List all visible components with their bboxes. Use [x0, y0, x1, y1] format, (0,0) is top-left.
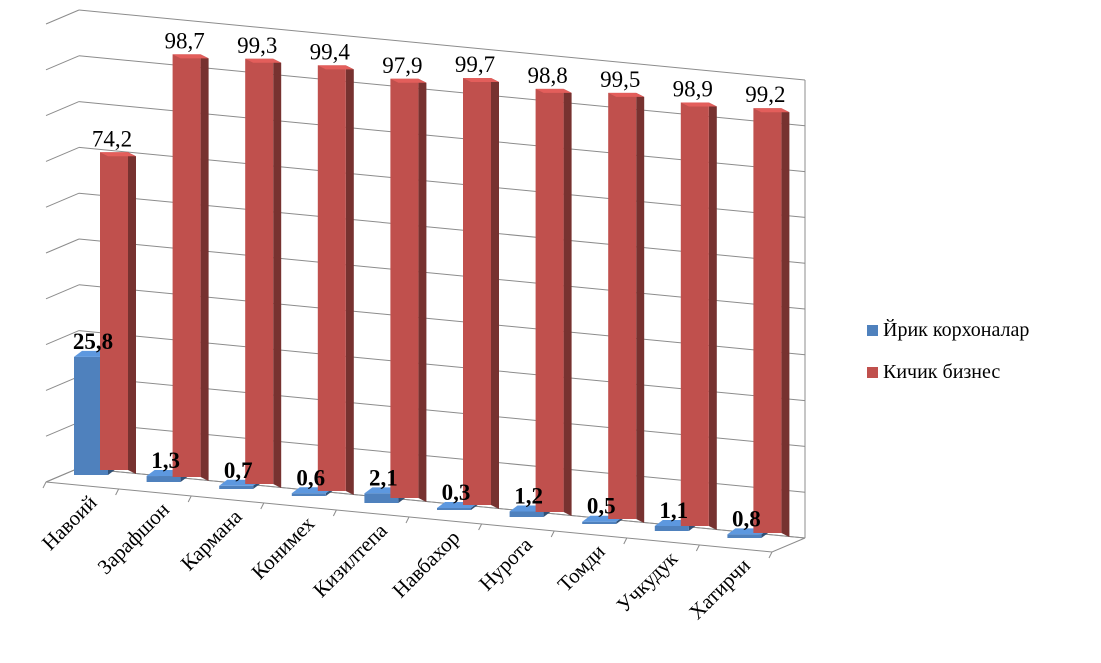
- legend-swatch-blue: [867, 324, 878, 336]
- category-tick: [550, 530, 555, 538]
- data-label-blue: 0,7: [224, 458, 253, 483]
- data-label-blue: 25,8: [73, 329, 113, 354]
- category-label: Хатирчи: [684, 553, 755, 624]
- data-label-red: 99,3: [237, 33, 277, 58]
- gridline-side: [45, 9, 80, 25]
- red-series: [100, 54, 790, 538]
- gridline-side: [45, 192, 80, 208]
- category-label: Конимех: [247, 511, 320, 584]
- data-label-red: 98,9: [673, 76, 713, 101]
- data-label-red: 99,2: [745, 82, 785, 107]
- category-label: Нурота: [474, 532, 538, 596]
- legend-label-blue: Йрик корхоналар: [883, 318, 1030, 341]
- data-label-red: 74,2: [92, 126, 132, 151]
- gridline-side: [45, 375, 80, 391]
- data-label-blue: 1,3: [151, 448, 180, 473]
- category-tick: [478, 523, 483, 531]
- data-label-blue: 0,6: [296, 465, 325, 490]
- data-label-red: 99,5: [600, 67, 640, 92]
- legend-swatch-red: [867, 366, 878, 378]
- category-tick: [42, 481, 47, 489]
- bar-red: [680, 102, 717, 530]
- gridline-side: [45, 421, 80, 437]
- category-tick: [260, 502, 265, 510]
- bar-red: [535, 88, 572, 517]
- data-label-blue: 1,2: [514, 484, 543, 509]
- gridline-side: [45, 146, 80, 162]
- category-tick: [115, 488, 120, 496]
- legend-item-blue: Йрик корхоналар: [867, 315, 1029, 345]
- category-tick: [332, 509, 337, 517]
- data-label-blue: 0,3: [442, 480, 471, 505]
- legend: Йрик корхоналар Кичик бизнес: [867, 315, 1029, 399]
- data-label-blue: 0,5: [587, 494, 616, 519]
- category-tick: [405, 516, 410, 524]
- bar-red: [463, 78, 499, 509]
- bar-red: [317, 65, 354, 495]
- data-label-blue: 0,8: [732, 506, 761, 531]
- bar-red: [753, 108, 790, 538]
- category-label: Навоий: [37, 490, 102, 555]
- bar-red: [172, 54, 209, 482]
- category-tick: [768, 551, 773, 559]
- gridline-side: [45, 101, 80, 117]
- bar-red: [608, 92, 645, 524]
- bar-red: [100, 152, 136, 474]
- gridline-back: [78, 9, 806, 81]
- category-label: Томди: [553, 539, 610, 596]
- category-label: Зарафшон: [93, 497, 174, 578]
- data-label-red: 98,8: [527, 63, 567, 88]
- category-label: Кизилтепа: [308, 518, 392, 602]
- data-label-blue: 1,1: [659, 498, 688, 523]
- gridline-side: [45, 284, 80, 300]
- data-label-red: 98,7: [164, 28, 204, 53]
- legend-item-red: Кичик бизнес: [867, 357, 1029, 387]
- data-label-red: 99,4: [310, 39, 351, 64]
- data-label-blue: 2,1: [369, 465, 398, 490]
- bar-red: [390, 78, 427, 503]
- legend-label-red: Кичик бизнес: [883, 360, 1001, 383]
- data-label-red: 99,7: [455, 52, 495, 77]
- bar-red: [245, 58, 282, 488]
- gridline-side: [45, 55, 80, 71]
- data-labels: 74,2 25,8 98,7 1,3 99,3 0,7 99,4 0,6 97,9 2,1 99,7…: [73, 28, 786, 531]
- gridline-side: [45, 238, 80, 254]
- category-tick: [623, 537, 628, 545]
- data-label-red: 97,9: [382, 53, 422, 78]
- category-tick: [695, 544, 700, 552]
- gridline-side: [45, 330, 80, 346]
- category-label: Навбахор: [388, 525, 465, 602]
- category-tick: [187, 495, 192, 503]
- category-label: Учкудук: [612, 546, 683, 617]
- category-label: Кармана: [176, 504, 247, 575]
